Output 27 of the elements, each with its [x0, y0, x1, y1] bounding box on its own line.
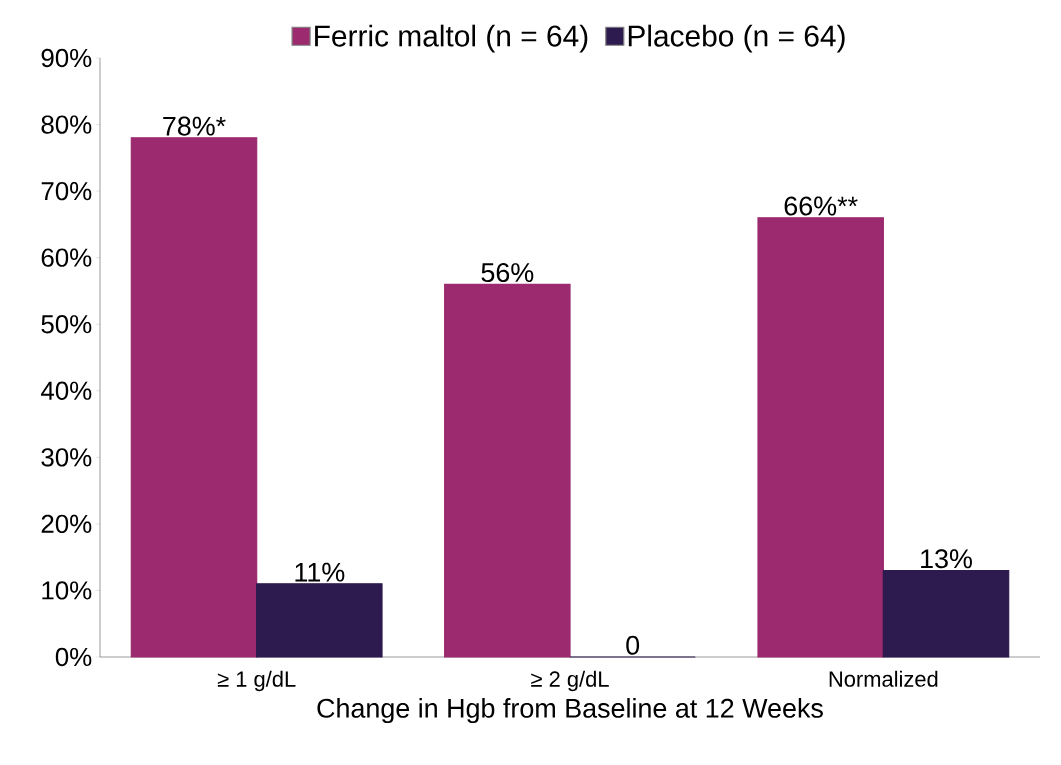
- y-tick-label: 90%: [41, 48, 92, 68]
- x-tick-label: ≥ 2 g/dL: [531, 670, 609, 692]
- x-tick-label: ≥ 1 g/dL: [217, 670, 296, 692]
- bar: [256, 583, 383, 658]
- y-tick-label: 40%: [40, 381, 92, 400]
- data-label: 78%*: [163, 116, 226, 136]
- data-label: 13%: [921, 549, 972, 569]
- y-tick-label: 10%: [42, 581, 92, 600]
- y-tick-label: 60%: [41, 248, 92, 267]
- legend-label: Placebo (n = 64): [628, 24, 845, 53]
- y-tick-label: 80%: [41, 115, 92, 134]
- y-tick-label: 50%: [41, 315, 92, 334]
- bar: [882, 569, 1010, 658]
- data-label: 66%**: [784, 196, 858, 216]
- y-tick-label: 20%: [41, 514, 92, 534]
- x-axis-title: Change in Hgb from Baseline at 12 Weeks: [317, 698, 823, 724]
- data-label: 0: [626, 635, 640, 655]
- legend-label: Ferric maltol (n = 64): [315, 24, 588, 53]
- data-label: 11%: [295, 562, 345, 582]
- y-tick-label: 70%: [41, 181, 92, 201]
- y-tick-label: 0%: [55, 647, 92, 667]
- bar: [444, 283, 571, 658]
- data-label: 56%: [481, 263, 534, 283]
- y-tick-label: 30%: [41, 448, 92, 467]
- bar: [757, 217, 884, 658]
- bar: [130, 137, 258, 658]
- x-tick-label: Normalized: [829, 670, 938, 687]
